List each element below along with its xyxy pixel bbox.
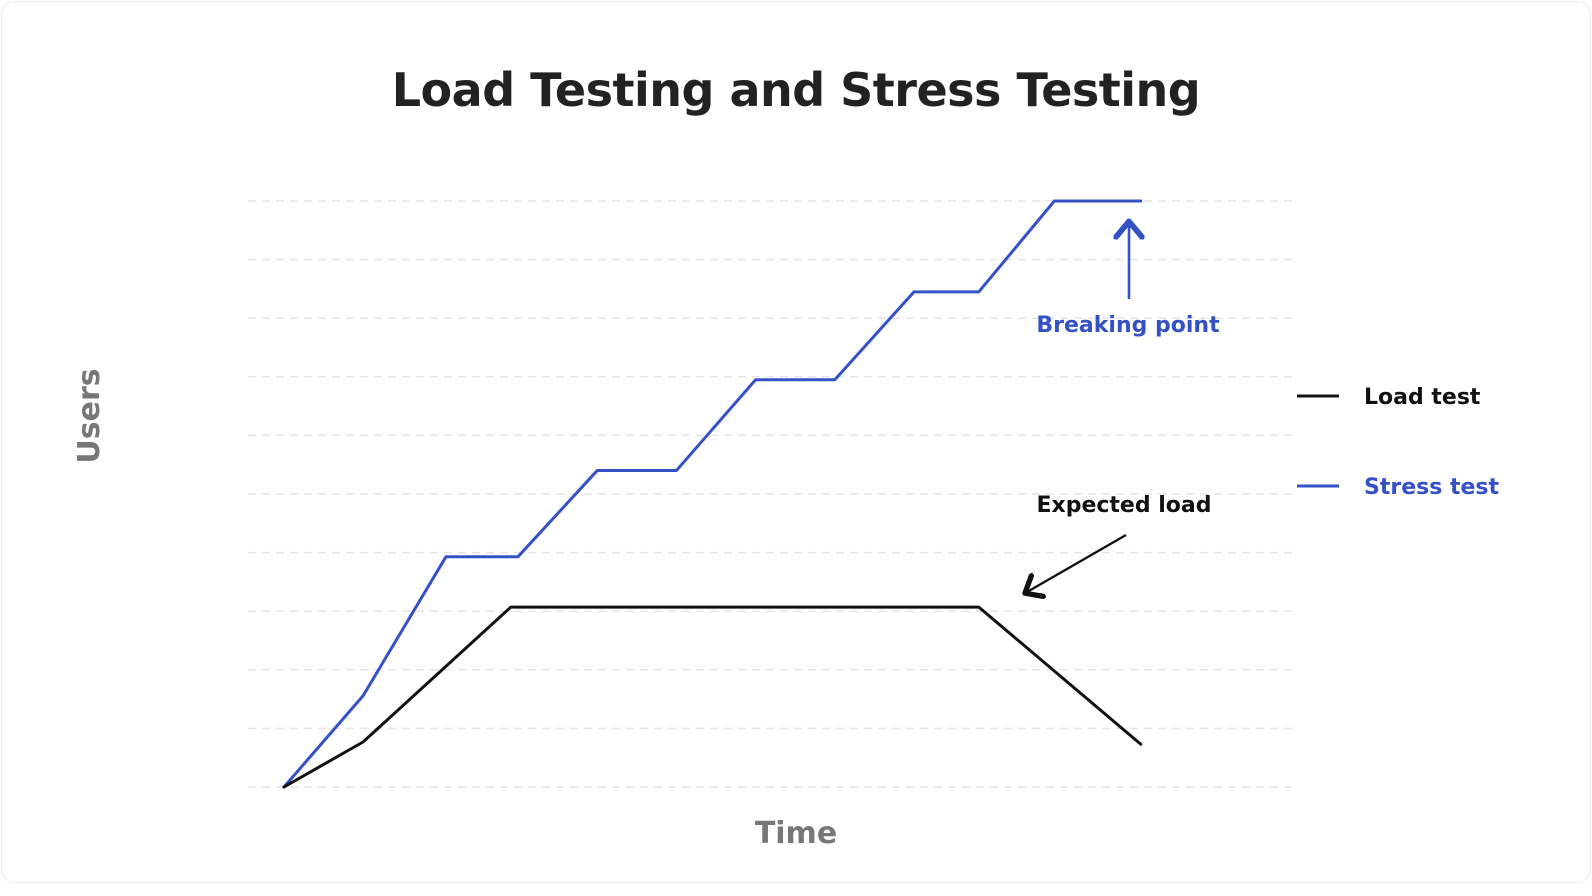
legend-label-load-test: Load test <box>1364 385 1481 410</box>
series-group <box>282 199 1143 789</box>
legend-label-stress-test: Stress test <box>1364 475 1500 500</box>
expected-load-arrow <box>1027 533 1127 592</box>
breaking-point-label: Breaking point <box>1036 313 1220 338</box>
chart-title: Load Testing and Stress Testing <box>392 63 1200 117</box>
series-line-load-test <box>282 605 1143 789</box>
x-axis-label: Time <box>755 816 837 851</box>
gridlines <box>248 200 1296 788</box>
series-line-stress-test <box>282 199 1143 789</box>
legend: Load test Stress test <box>1297 385 1500 500</box>
expected-load-label: Expected load <box>1036 493 1211 518</box>
y-axis-label: Users <box>72 368 107 463</box>
